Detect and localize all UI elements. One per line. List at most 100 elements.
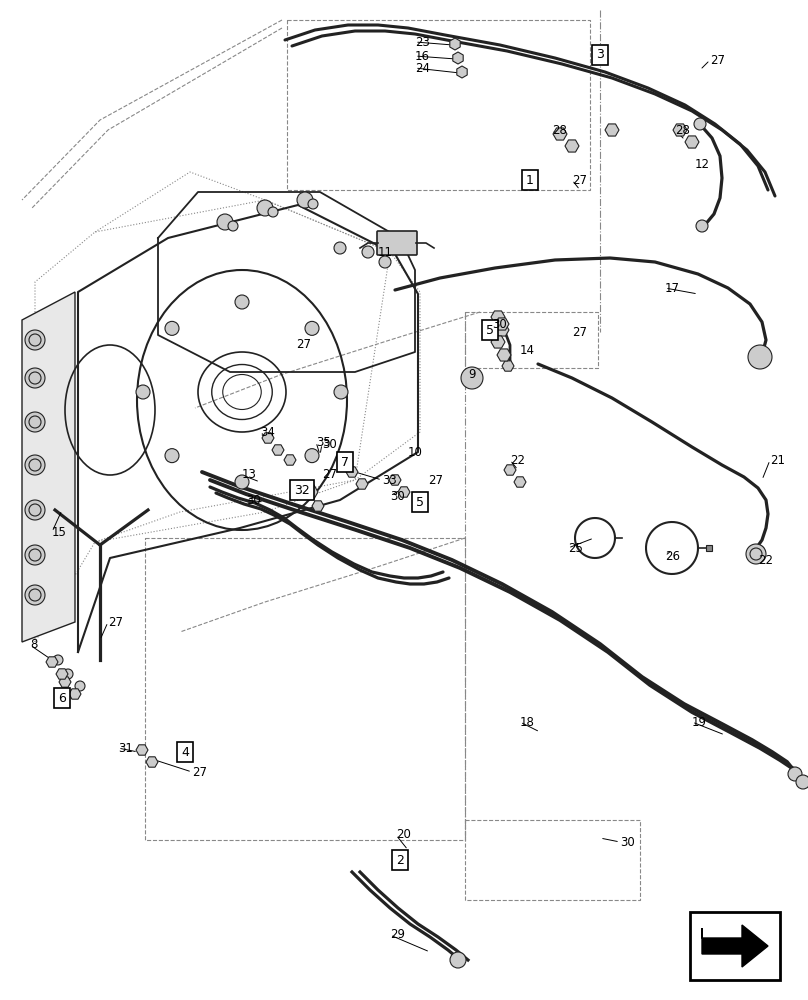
Text: 5: 5: [486, 324, 494, 336]
Polygon shape: [702, 925, 768, 967]
Text: 27: 27: [428, 474, 443, 487]
Text: 27: 27: [108, 615, 123, 629]
Polygon shape: [450, 38, 461, 50]
Polygon shape: [356, 479, 368, 489]
Circle shape: [25, 412, 45, 432]
Text: 14: 14: [520, 344, 535, 357]
Polygon shape: [284, 455, 296, 465]
FancyBboxPatch shape: [377, 231, 417, 255]
Text: 23: 23: [415, 35, 430, 48]
Circle shape: [29, 416, 41, 428]
Text: 30: 30: [390, 489, 405, 502]
Text: 27: 27: [572, 326, 587, 338]
Circle shape: [25, 368, 45, 388]
Circle shape: [465, 371, 479, 385]
Polygon shape: [502, 361, 514, 371]
Polygon shape: [497, 349, 511, 361]
Circle shape: [29, 334, 41, 346]
Circle shape: [268, 207, 278, 217]
Polygon shape: [56, 669, 68, 679]
Polygon shape: [514, 477, 526, 487]
Text: 24: 24: [415, 62, 430, 75]
Text: 27: 27: [572, 174, 587, 186]
Text: 33: 33: [382, 474, 397, 487]
Text: 30: 30: [492, 318, 507, 330]
Circle shape: [29, 549, 41, 561]
Text: 25: 25: [568, 542, 583, 554]
Text: 27: 27: [192, 766, 207, 778]
Text: 32: 32: [294, 484, 310, 496]
Circle shape: [257, 200, 273, 216]
Polygon shape: [504, 465, 516, 475]
Circle shape: [235, 295, 249, 309]
Polygon shape: [312, 501, 324, 511]
Text: 6: 6: [58, 692, 66, 704]
Text: 20: 20: [396, 828, 411, 842]
Polygon shape: [685, 136, 699, 148]
Circle shape: [751, 545, 765, 559]
Polygon shape: [491, 311, 505, 323]
Circle shape: [753, 350, 767, 364]
Circle shape: [450, 952, 466, 968]
Text: 18: 18: [520, 716, 535, 728]
Text: 11: 11: [378, 245, 393, 258]
Text: 27: 27: [322, 468, 337, 482]
Text: 26: 26: [665, 550, 680, 562]
Circle shape: [694, 118, 706, 130]
Text: 7: 7: [341, 456, 349, 468]
Circle shape: [228, 221, 238, 231]
Polygon shape: [457, 66, 467, 78]
Circle shape: [29, 589, 41, 601]
Polygon shape: [59, 677, 71, 687]
Circle shape: [748, 345, 772, 369]
Polygon shape: [495, 324, 509, 336]
Text: 16: 16: [415, 49, 430, 62]
Text: 8: 8: [30, 639, 37, 652]
Polygon shape: [272, 445, 284, 455]
Text: 9: 9: [468, 367, 475, 380]
Text: 31: 31: [118, 742, 133, 754]
Polygon shape: [302, 485, 318, 499]
Text: 10: 10: [408, 446, 423, 458]
Text: 3: 3: [596, 48, 604, 62]
Text: 12: 12: [695, 157, 710, 170]
Circle shape: [53, 655, 63, 665]
Circle shape: [29, 372, 41, 384]
Polygon shape: [136, 745, 148, 755]
Text: 28: 28: [675, 123, 690, 136]
Bar: [706, 545, 712, 551]
Circle shape: [334, 242, 346, 254]
Circle shape: [29, 504, 41, 516]
Circle shape: [25, 330, 45, 350]
Text: 35: 35: [316, 436, 330, 448]
Text: 28: 28: [552, 123, 567, 136]
Circle shape: [379, 256, 391, 268]
Polygon shape: [146, 757, 158, 767]
Polygon shape: [565, 140, 579, 152]
Circle shape: [788, 767, 802, 781]
Circle shape: [305, 321, 319, 335]
Text: 30: 30: [246, 493, 261, 506]
Bar: [690, 912, 780, 980]
Text: 27: 27: [710, 53, 725, 66]
Circle shape: [165, 449, 179, 463]
Polygon shape: [69, 689, 81, 699]
Circle shape: [297, 192, 313, 208]
Circle shape: [308, 199, 318, 209]
Polygon shape: [605, 124, 619, 136]
Circle shape: [334, 385, 348, 399]
Polygon shape: [673, 124, 687, 136]
Polygon shape: [389, 475, 401, 485]
Text: 19: 19: [692, 716, 707, 728]
Polygon shape: [46, 657, 58, 667]
Polygon shape: [495, 318, 509, 330]
Text: 21: 21: [770, 454, 785, 466]
Text: 4: 4: [181, 746, 189, 758]
Polygon shape: [262, 433, 274, 443]
Circle shape: [461, 367, 483, 389]
Circle shape: [165, 321, 179, 335]
Polygon shape: [346, 467, 358, 477]
Text: 13: 13: [242, 468, 257, 482]
Circle shape: [63, 669, 73, 679]
Text: 17: 17: [665, 282, 680, 294]
